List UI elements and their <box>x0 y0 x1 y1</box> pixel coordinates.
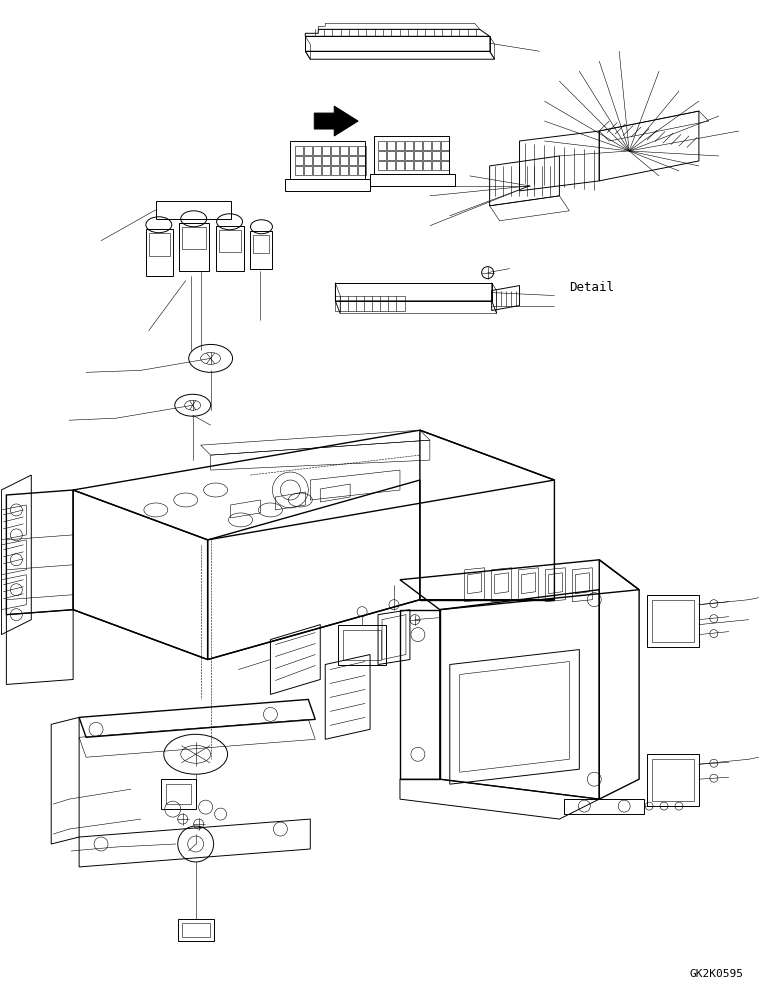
Text: GK2K0595: GK2K0595 <box>690 968 744 979</box>
Polygon shape <box>314 106 358 136</box>
Text: Detail: Detail <box>569 281 615 294</box>
